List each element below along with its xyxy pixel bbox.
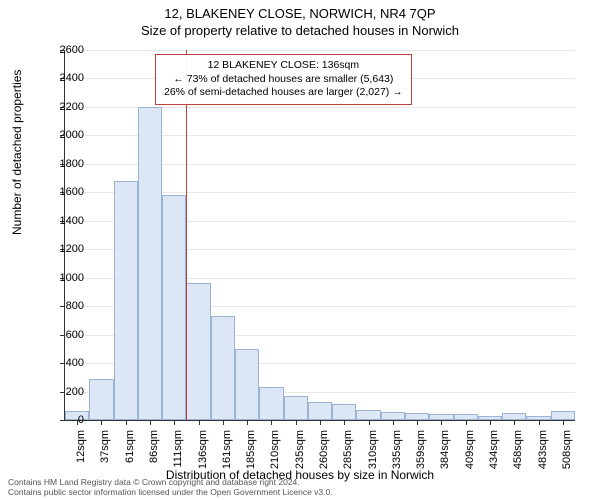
- xtick-mark: [539, 420, 540, 425]
- chart-container: 12, BLAKENEY CLOSE, NORWICH, NR4 7QP Siz…: [0, 0, 600, 500]
- xtick-mark: [101, 420, 102, 425]
- y-axis-label: Number of detached properties: [10, 70, 24, 235]
- histogram-bar: [211, 316, 235, 420]
- plot-area: 12sqm37sqm61sqm86sqm111sqm136sqm161sqm18…: [64, 50, 574, 420]
- histogram-bar: [284, 396, 308, 420]
- ytick-label: 0: [44, 414, 84, 426]
- xtick-mark: [563, 420, 564, 425]
- histogram-bar: [235, 349, 259, 420]
- xtick-mark: [490, 420, 491, 425]
- histogram-bar: [332, 404, 356, 420]
- xtick-mark: [417, 420, 418, 425]
- ytick-label: 400: [44, 357, 84, 369]
- xtick-mark: [514, 420, 515, 425]
- histogram-bar: [186, 283, 210, 420]
- ytick-label: 600: [44, 329, 84, 341]
- histogram-bar: [405, 413, 429, 420]
- histogram-bar: [114, 181, 138, 420]
- xtick-mark: [174, 420, 175, 425]
- ytick-label: 2200: [44, 101, 84, 113]
- histogram-bar: [308, 402, 332, 421]
- histogram-bar: [162, 195, 186, 420]
- attribution: Contains HM Land Registry data © Crown c…: [8, 478, 333, 498]
- ytick-label: 800: [44, 300, 84, 312]
- xtick-mark: [466, 420, 467, 425]
- xtick-mark: [296, 420, 297, 425]
- xtick-mark: [344, 420, 345, 425]
- xtick-mark: [150, 420, 151, 425]
- histogram-bar: [138, 107, 162, 420]
- xtick-mark: [320, 420, 321, 425]
- histogram-bar: [381, 412, 405, 420]
- subtitle: Size of property relative to detached ho…: [0, 21, 600, 38]
- xtick-mark: [271, 420, 272, 425]
- xtick-mark: [369, 420, 370, 425]
- ytick-label: 2400: [44, 72, 84, 84]
- histogram-bar: [356, 410, 380, 420]
- histogram-bar: [89, 379, 113, 420]
- callout-box: 12 BLAKENEY CLOSE: 136sqm← 73% of detach…: [155, 54, 412, 105]
- xtick-mark: [126, 420, 127, 425]
- ytick-label: 200: [44, 386, 84, 398]
- ytick-label: 1600: [44, 186, 84, 198]
- ytick-label: 2000: [44, 129, 84, 141]
- address-title: 12, BLAKENEY CLOSE, NORWICH, NR4 7QP: [0, 0, 600, 21]
- callout-line2: ← 73% of detached houses are smaller (5,…: [164, 73, 403, 87]
- callout-line3: 26% of semi-detached houses are larger (…: [164, 86, 403, 100]
- xtick-mark: [441, 420, 442, 425]
- ytick-label: 1800: [44, 158, 84, 170]
- xtick-mark: [393, 420, 394, 425]
- xtick-mark: [247, 420, 248, 425]
- gridline: [65, 50, 575, 51]
- xtick-mark: [199, 420, 200, 425]
- histogram-bar: [551, 411, 575, 420]
- ytick-label: 1000: [44, 272, 84, 284]
- ytick-label: 1200: [44, 243, 84, 255]
- histogram-bar: [259, 387, 283, 420]
- attribution-line2: Contains public sector information licen…: [8, 488, 333, 498]
- marker-line: [186, 50, 187, 420]
- ytick-label: 2600: [44, 44, 84, 56]
- ytick-label: 1400: [44, 215, 84, 227]
- plot: 12sqm37sqm61sqm86sqm111sqm136sqm161sqm18…: [64, 50, 575, 421]
- xtick-mark: [223, 420, 224, 425]
- histogram-bar: [502, 413, 526, 420]
- callout-line1: 12 BLAKENEY CLOSE: 136sqm: [164, 59, 403, 73]
